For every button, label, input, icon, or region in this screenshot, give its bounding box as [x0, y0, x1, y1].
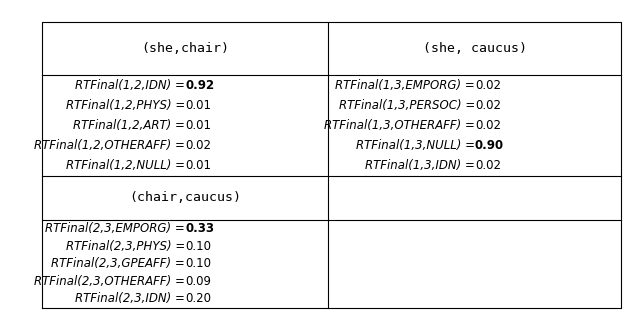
Text: RTFinal(1,3,OTHERAFF) =: RTFinal(1,3,OTHERAFF) = [324, 119, 475, 132]
Text: RTFinal(1,3,IDN) =: RTFinal(1,3,IDN) = [365, 159, 475, 172]
Text: 0.02: 0.02 [185, 139, 211, 152]
Text: 0.02: 0.02 [475, 119, 501, 132]
Text: 0.10: 0.10 [185, 257, 211, 270]
Text: 0.10: 0.10 [185, 240, 211, 253]
Text: RTFinal(1,2,PHYS) =: RTFinal(1,2,PHYS) = [66, 99, 185, 112]
Text: 0.01: 0.01 [185, 99, 211, 112]
Text: RTFinal(2,3,GPEAFF) =: RTFinal(2,3,GPEAFF) = [51, 257, 185, 270]
Text: 0.02: 0.02 [475, 99, 501, 112]
Text: 0.90: 0.90 [475, 139, 504, 152]
Text: RTFinal(2,3,PHYS) =: RTFinal(2,3,PHYS) = [66, 240, 185, 253]
Text: RTFinal(1,2,NULL) =: RTFinal(1,2,NULL) = [66, 159, 185, 172]
Text: (she, caucus): (she, caucus) [423, 42, 527, 55]
Text: 0.02: 0.02 [475, 79, 501, 92]
Text: RTFinal(2,3,EMPORG) =: RTFinal(2,3,EMPORG) = [45, 222, 185, 235]
Text: 0.01: 0.01 [185, 159, 211, 172]
Text: RTFinal(1,3,PERSOC) =: RTFinal(1,3,PERSOC) = [339, 99, 475, 112]
Text: RTFinal(2,3,IDN) =: RTFinal(2,3,IDN) = [76, 292, 185, 306]
Text: RTFinal(1,3,NULL) =: RTFinal(1,3,NULL) = [356, 139, 475, 152]
Text: (chair,caucus): (chair,caucus) [129, 191, 241, 204]
Text: RTFinal(1,2,IDN) =: RTFinal(1,2,IDN) = [76, 79, 185, 92]
Text: 0.20: 0.20 [185, 292, 211, 306]
Text: RTFinal(2,3,OTHERAFF) =: RTFinal(2,3,OTHERAFF) = [35, 275, 185, 288]
Text: 0.09: 0.09 [185, 275, 211, 288]
Text: RTFinal(1,3,EMPORG) =: RTFinal(1,3,EMPORG) = [335, 79, 475, 92]
Text: 0.01: 0.01 [185, 119, 211, 132]
Text: RTFinal(1,2,ART) =: RTFinal(1,2,ART) = [74, 119, 185, 132]
Text: 0.02: 0.02 [475, 159, 501, 172]
Text: 0.92: 0.92 [185, 79, 214, 92]
Text: (she,chair): (she,chair) [141, 42, 229, 55]
Text: RTFinal(1,2,OTHERAFF) =: RTFinal(1,2,OTHERAFF) = [35, 139, 185, 152]
Text: 0.33: 0.33 [185, 222, 214, 235]
